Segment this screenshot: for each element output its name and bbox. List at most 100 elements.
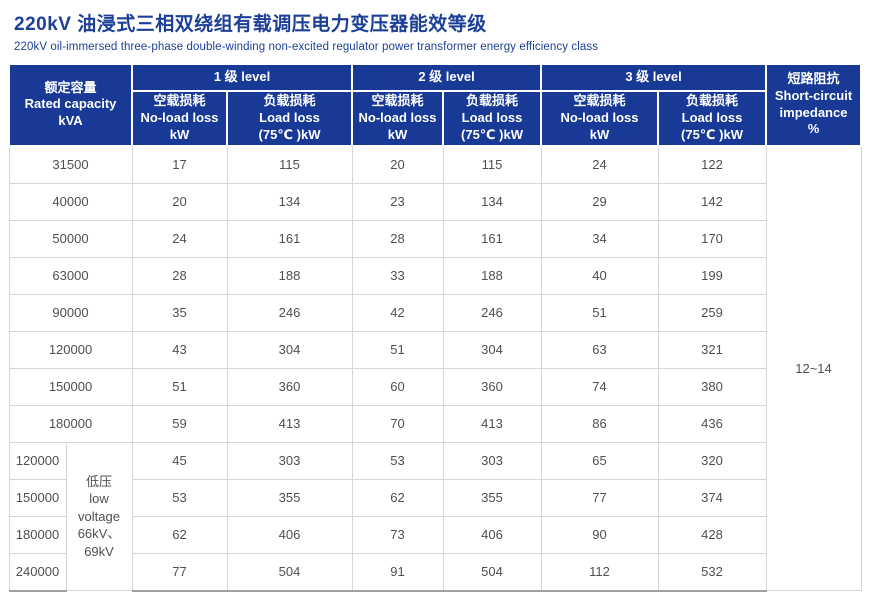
noload-l2-cell: 20: [351, 145, 444, 184]
noload-l2-cell: 91: [351, 552, 444, 592]
header-l3-noload: 空载损耗 No-load loss kW: [540, 89, 660, 147]
load-l2-cell: 304: [442, 330, 542, 369]
noload-l1-cell: 35: [131, 293, 228, 332]
header-rated-capacity: 额定容量 Rated capacity kVA: [7, 62, 134, 147]
capacity-cell: 180000: [8, 515, 67, 554]
load-l3-cell: 142: [657, 182, 767, 221]
capacity-cell: 240000: [8, 552, 67, 592]
noload-l3-cell: 40: [540, 256, 659, 295]
load-l2-cell: 246: [442, 293, 542, 332]
table-row: 50000 24 161 28 161 34 170: [8, 219, 861, 258]
noload-l2-cell: 33: [351, 256, 444, 295]
noload-l1-cell: 24: [131, 219, 228, 258]
header-level-1: 1 级 level: [131, 62, 354, 92]
table-row: 120000 低压 low voltage 66kV、 69kV 45 303 …: [8, 441, 861, 592]
noload-l2-cell: 23: [351, 182, 444, 221]
capacity-cell: 150000: [8, 367, 133, 406]
noload-l3-cell: 24: [540, 145, 659, 184]
load-l2-cell: 188: [442, 256, 542, 295]
load-l2-cell: 413: [442, 404, 542, 443]
header-l2-load: 负载损耗 Load loss (75℃ )kW: [442, 89, 543, 147]
noload-l3-cell: 65: [540, 441, 659, 480]
noload-l2-cell: 42: [351, 293, 444, 332]
capacity-cell: 150000: [8, 478, 67, 517]
noload-l3-cell: 74: [540, 367, 659, 406]
table-row: 40000 20 134 23 134 29 142: [8, 182, 861, 221]
header-sub-row: 空载损耗 No-load loss kW 负载损耗 Load loss (75℃…: [9, 89, 861, 147]
header-l3-load: 负载损耗 Load loss (75℃ )kW: [657, 89, 768, 147]
noload-l3-cell: 77: [540, 478, 659, 517]
header-level-3: 3 级 level: [540, 62, 768, 92]
noload-l1-cell: 17: [131, 145, 228, 184]
noload-l3-cell: 86: [540, 404, 659, 443]
noload-l1-cell: 43: [131, 330, 228, 369]
table-row: 63000 28 188 33 188 40 199: [8, 256, 861, 295]
load-l2-cell: 406: [442, 515, 542, 554]
page-title: 220kV 油浸式三相双绕组有载调压电力变压器能效等级: [14, 14, 487, 35]
load-l2-cell: 161: [442, 219, 542, 258]
load-l1-cell: 504: [226, 552, 353, 592]
load-l3-cell: 321: [657, 330, 767, 369]
load-l3-cell: 122: [657, 145, 767, 184]
load-l3-cell: 199: [657, 256, 767, 295]
capacity-cell: 31500: [8, 145, 133, 184]
noload-l2-cell: 62: [351, 478, 444, 517]
table-row: 90000 35 246 42 246 51 259: [8, 293, 861, 332]
load-l3-cell: 170: [657, 219, 767, 258]
impedance-cell: 12~14: [765, 145, 862, 592]
noload-l2-cell: 53: [351, 441, 444, 480]
header-l2-noload: 空载损耗 No-load loss kW: [351, 89, 445, 147]
header-level-2: 2 级 level: [351, 62, 543, 92]
table-row: 150000 51 360 60 360 74 380: [8, 367, 861, 406]
header-group-row: 额定容量 Rated capacity kVA 1 级 level 2 级 le…: [7, 62, 863, 147]
load-l3-cell: 380: [657, 367, 767, 406]
load-l1-cell: 246: [226, 293, 353, 332]
load-l1-cell: 355: [226, 478, 353, 517]
capacity-cell: 63000: [8, 256, 133, 295]
header-l1-load: 负载损耗 Load loss (75℃ )kW: [226, 89, 354, 147]
load-l1-cell: 303: [226, 441, 353, 480]
capacity-cell: 40000: [8, 182, 133, 221]
capacity-cell: 50000: [8, 219, 133, 258]
load-l2-cell: 134: [442, 182, 542, 221]
load-l2-cell: 504: [442, 552, 542, 592]
noload-l1-cell: 45: [131, 441, 228, 480]
noload-l2-cell: 51: [351, 330, 444, 369]
table-row: 180000 59 413 70 413 86 436: [8, 404, 861, 443]
noload-l3-cell: 90: [540, 515, 659, 554]
table-body: 31500 17 115 20 115 24 122 12~14 40000 2…: [8, 145, 862, 592]
load-l3-cell: 259: [657, 293, 767, 332]
noload-l3-cell: 34: [540, 219, 659, 258]
capacity-cell: 120000: [8, 441, 67, 480]
load-l1-cell: 134: [226, 182, 353, 221]
table-header: 额定容量 Rated capacity kVA 1 级 level 2 级 le…: [7, 62, 863, 147]
noload-l1-cell: 51: [131, 367, 228, 406]
noload-l3-cell: 29: [540, 182, 659, 221]
noload-l2-cell: 28: [351, 219, 444, 258]
page-subtitle: 220kV oil-immersed three-phase double-wi…: [14, 40, 599, 53]
load-l1-cell: 188: [226, 256, 353, 295]
noload-l2-cell: 73: [351, 515, 444, 554]
title-block: 220kV 油浸式三相双绕组有载调压电力变压器能效等级 220kV oil-im…: [0, 0, 873, 53]
noload-l1-cell: 59: [131, 404, 228, 443]
load-l3-cell: 532: [657, 552, 767, 592]
low-voltage-label-cell: 低压 low voltage 66kV、 69kV: [65, 441, 133, 592]
load-l3-cell: 374: [657, 478, 767, 517]
table-row: 31500 17 115 20 115 24 122 12~14: [8, 145, 862, 592]
header-short-circuit-impedance: 短路阻抗 Short-circuit impedance %: [765, 62, 863, 147]
noload-l2-cell: 70: [351, 404, 444, 443]
table-row: 120000 43 304 51 304 63 321: [8, 330, 861, 369]
load-l2-cell: 303: [442, 441, 542, 480]
noload-l1-cell: 53: [131, 478, 228, 517]
noload-l3-cell: 112: [540, 552, 659, 592]
header-l1-noload: 空载损耗 No-load loss kW: [131, 89, 229, 147]
table-row: 180000 62 406 73 406 90 428: [8, 515, 861, 554]
capacity-cell: 120000: [8, 330, 133, 369]
load-l2-cell: 355: [442, 478, 542, 517]
load-l3-cell: 428: [657, 515, 767, 554]
noload-l3-cell: 51: [540, 293, 659, 332]
table-row: 150000 53 355 62 355 77 374: [8, 478, 861, 517]
noload-l3-cell: 63: [540, 330, 659, 369]
load-l1-cell: 115: [226, 145, 353, 184]
